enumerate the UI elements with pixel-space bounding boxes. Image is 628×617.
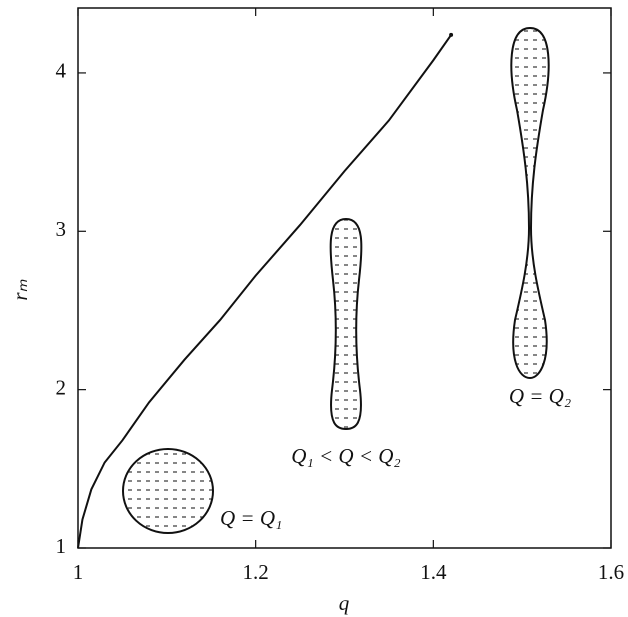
x-axis-label: q — [339, 591, 350, 615]
y-axis-label: rₘ — [8, 278, 32, 300]
plot-frame — [77, 7, 612, 549]
drop-sphere — [122, 448, 214, 534]
annotation: Q = Q₁ — [220, 506, 282, 530]
y-tick-label: 3 — [56, 217, 67, 241]
curve-end — [449, 32, 454, 37]
annotation: Q = Q₂ — [509, 384, 571, 408]
y-tick-label: 1 — [56, 534, 67, 558]
y-tick-label: 4 — [56, 59, 67, 83]
x-tick-label: 1.2 — [243, 560, 269, 584]
x-tick-label: 1.6 — [598, 560, 624, 584]
y-tick-label: 2 — [56, 375, 67, 399]
drop-pinched — [510, 26, 550, 380]
annotation: Q₁ < Q < Q₂ — [291, 444, 400, 468]
x-tick-label: 1.4 — [420, 560, 447, 584]
x-tick-label: 1 — [73, 560, 84, 584]
curve — [77, 34, 452, 549]
drop-elongated — [329, 217, 363, 431]
